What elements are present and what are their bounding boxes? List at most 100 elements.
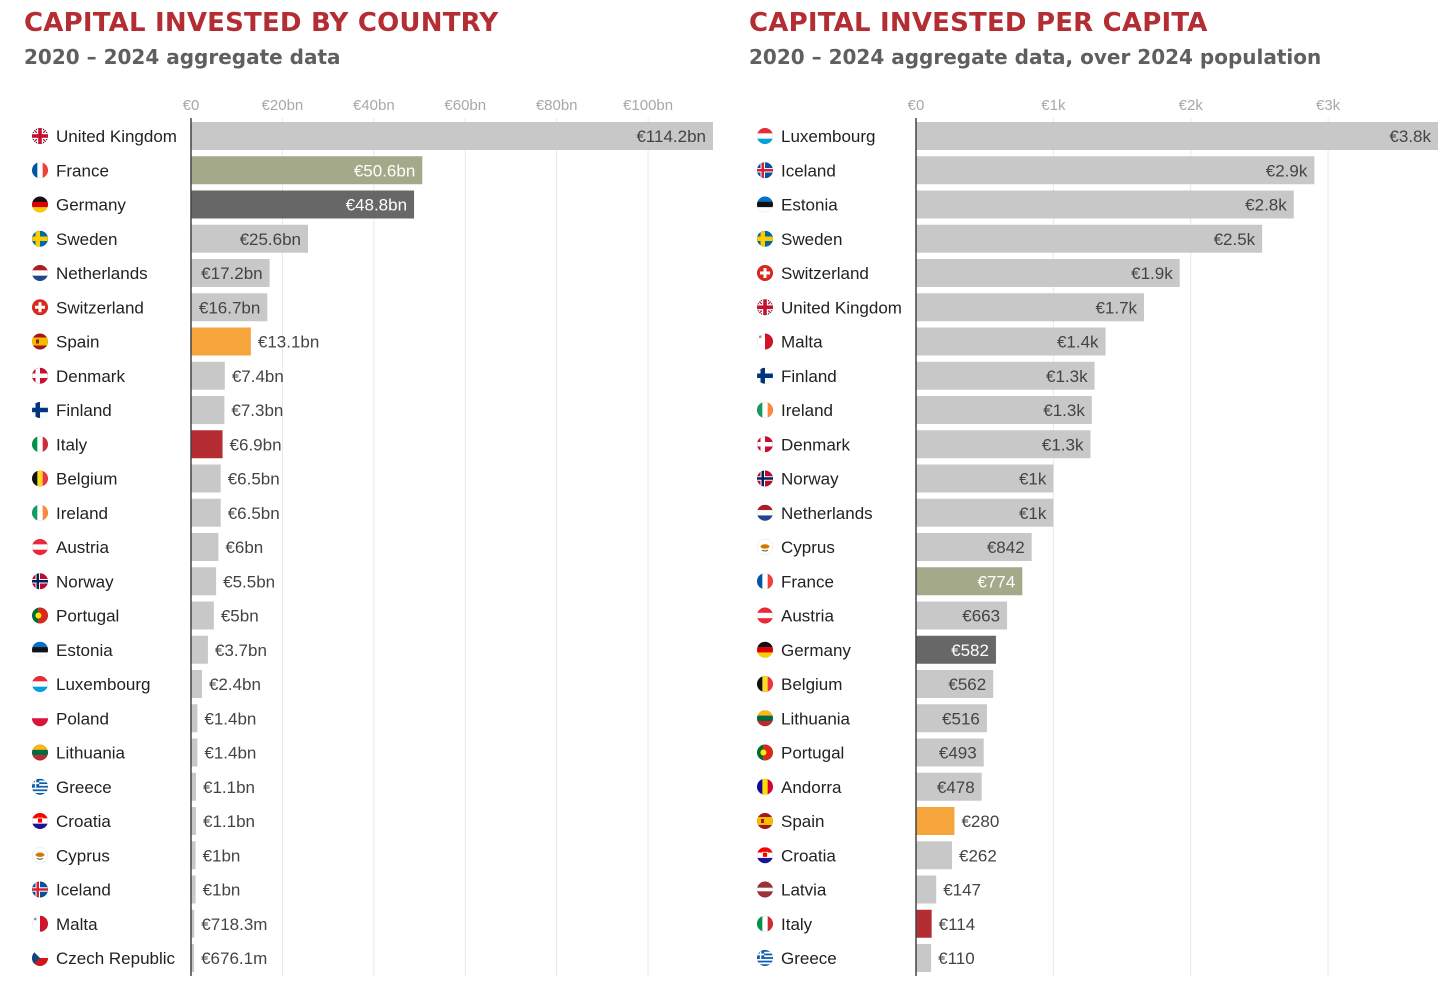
bar-netherlands bbox=[191, 259, 270, 287]
bar-switzerland bbox=[191, 293, 268, 322]
norway-flag-icon bbox=[32, 573, 48, 590]
x-tick-label: €3k bbox=[1316, 97, 1341, 114]
belgium-flag-icon bbox=[757, 676, 773, 692]
ireland-flag-icon bbox=[32, 504, 48, 521]
netherlands-flag-icon bbox=[32, 265, 48, 281]
country-label: Norway bbox=[781, 470, 839, 489]
value-label: €17.2bn bbox=[201, 264, 262, 283]
value-label: €1.9k bbox=[1131, 264, 1173, 283]
value-label: €6.5bn bbox=[228, 504, 280, 523]
value-label: €6.5bn bbox=[228, 470, 280, 489]
country-label: Italy bbox=[56, 435, 88, 454]
country-label: Sweden bbox=[781, 230, 842, 249]
value-label: €1.7k bbox=[1095, 298, 1137, 317]
value-label: €16.7bn bbox=[199, 298, 260, 317]
country-label: Portugal bbox=[56, 607, 119, 626]
country-label: Malta bbox=[781, 333, 823, 352]
bar-italy bbox=[916, 909, 932, 938]
country-label: Portugal bbox=[781, 744, 844, 763]
country-label: United Kingdom bbox=[781, 298, 902, 317]
x-tick-label: €2k bbox=[1179, 97, 1204, 114]
country-label: Denmark bbox=[781, 435, 850, 454]
spain-flag-icon bbox=[32, 333, 48, 350]
austria-flag-icon bbox=[32, 539, 48, 555]
sweden-flag-icon bbox=[757, 230, 773, 247]
country-label: Belgium bbox=[56, 470, 117, 489]
bar-austria bbox=[916, 601, 1008, 630]
estonia-flag-icon bbox=[32, 641, 48, 658]
country-label: Austria bbox=[56, 538, 109, 557]
bar-denmark bbox=[916, 430, 1091, 459]
value-label: €1.1bn bbox=[203, 778, 255, 797]
bar-sweden bbox=[191, 224, 309, 253]
bar-spain bbox=[916, 807, 955, 835]
bar-czech-republic bbox=[191, 944, 195, 972]
country-label: France bbox=[56, 161, 109, 180]
bar-ireland bbox=[916, 396, 1092, 424]
capital-per-capita-chart: €0 €1k €2k €3k €3.8k Luxembourg €2.9k Iceland €2… bbox=[757, 97, 1438, 976]
uk-flag-icon bbox=[32, 128, 48, 144]
iceland-flag-icon bbox=[32, 881, 48, 898]
bar-netherlands bbox=[916, 498, 1054, 527]
country-label: Germany bbox=[781, 641, 851, 660]
bar-estonia bbox=[916, 190, 1294, 219]
poland-flag-icon bbox=[32, 710, 48, 727]
country-label: Estonia bbox=[781, 196, 838, 215]
czech-flag-icon bbox=[32, 950, 48, 966]
value-label: €1.3k bbox=[1042, 435, 1084, 454]
value-label: €1k bbox=[1019, 504, 1047, 523]
bar-cyprus bbox=[191, 841, 196, 870]
country-label: Germany bbox=[56, 196, 126, 215]
spain-flag-icon bbox=[757, 813, 773, 829]
country-label: Spain bbox=[781, 812, 824, 831]
country-label: Poland bbox=[56, 709, 109, 728]
bar-malta bbox=[191, 909, 195, 938]
bar-italy bbox=[191, 430, 223, 459]
x-tick-label: €80bn bbox=[536, 97, 578, 114]
value-label: €2.9k bbox=[1266, 161, 1308, 180]
left-panel: CAPITAL INVESTED BY COUNTRY 2020 – 2024 … bbox=[24, 0, 744, 983]
x-tick-label: €40bn bbox=[353, 97, 395, 114]
greece-flag-icon bbox=[32, 778, 48, 795]
value-label: €110 bbox=[938, 949, 975, 968]
x-tick-label: €20bn bbox=[262, 97, 304, 114]
country-label: Greece bbox=[56, 778, 112, 797]
bar-spain bbox=[191, 327, 251, 356]
malta-flag-icon bbox=[757, 333, 773, 350]
country-label: Switzerland bbox=[781, 264, 869, 283]
sweden-flag-icon bbox=[32, 230, 48, 247]
value-label: €2.5k bbox=[1214, 230, 1256, 249]
value-label: €7.4bn bbox=[232, 367, 284, 386]
luxembourg-flag-icon bbox=[32, 676, 48, 692]
bar-belgium bbox=[916, 670, 994, 698]
value-label: €25.6bn bbox=[240, 230, 301, 249]
bar-latvia bbox=[916, 875, 937, 904]
bar-greece bbox=[191, 772, 197, 801]
bar-france bbox=[916, 567, 1023, 596]
x-tick-label: €1k bbox=[1041, 97, 1066, 114]
netherlands-flag-icon bbox=[757, 504, 773, 521]
uk-flag-icon bbox=[757, 299, 773, 316]
left-chart-subtitle: 2020 – 2024 aggregate data bbox=[24, 45, 341, 69]
austria-flag-icon bbox=[757, 607, 773, 624]
ireland-flag-icon bbox=[757, 402, 773, 418]
latvia-flag-icon bbox=[757, 881, 773, 898]
cyprus-flag-icon bbox=[757, 539, 773, 555]
finland-flag-icon bbox=[757, 367, 773, 384]
bar-andorra bbox=[916, 772, 982, 801]
iceland-flag-icon bbox=[757, 162, 773, 179]
value-label: €50.6bn bbox=[354, 161, 415, 180]
value-label: €6bn bbox=[225, 538, 263, 557]
france-flag-icon bbox=[757, 573, 773, 590]
country-label: Czech Republic bbox=[56, 949, 176, 968]
bar-finland bbox=[191, 396, 225, 424]
value-label: €718.3m bbox=[201, 915, 267, 934]
value-label: €147 bbox=[943, 881, 981, 900]
bar-lithuania bbox=[191, 738, 198, 767]
italy-flag-icon bbox=[757, 915, 773, 932]
bar-norway bbox=[916, 464, 1054, 493]
bar-portugal bbox=[191, 601, 214, 630]
switzerland-flag-icon bbox=[32, 299, 48, 316]
bar-germany bbox=[191, 190, 415, 219]
value-label: €5.5bn bbox=[223, 572, 275, 591]
